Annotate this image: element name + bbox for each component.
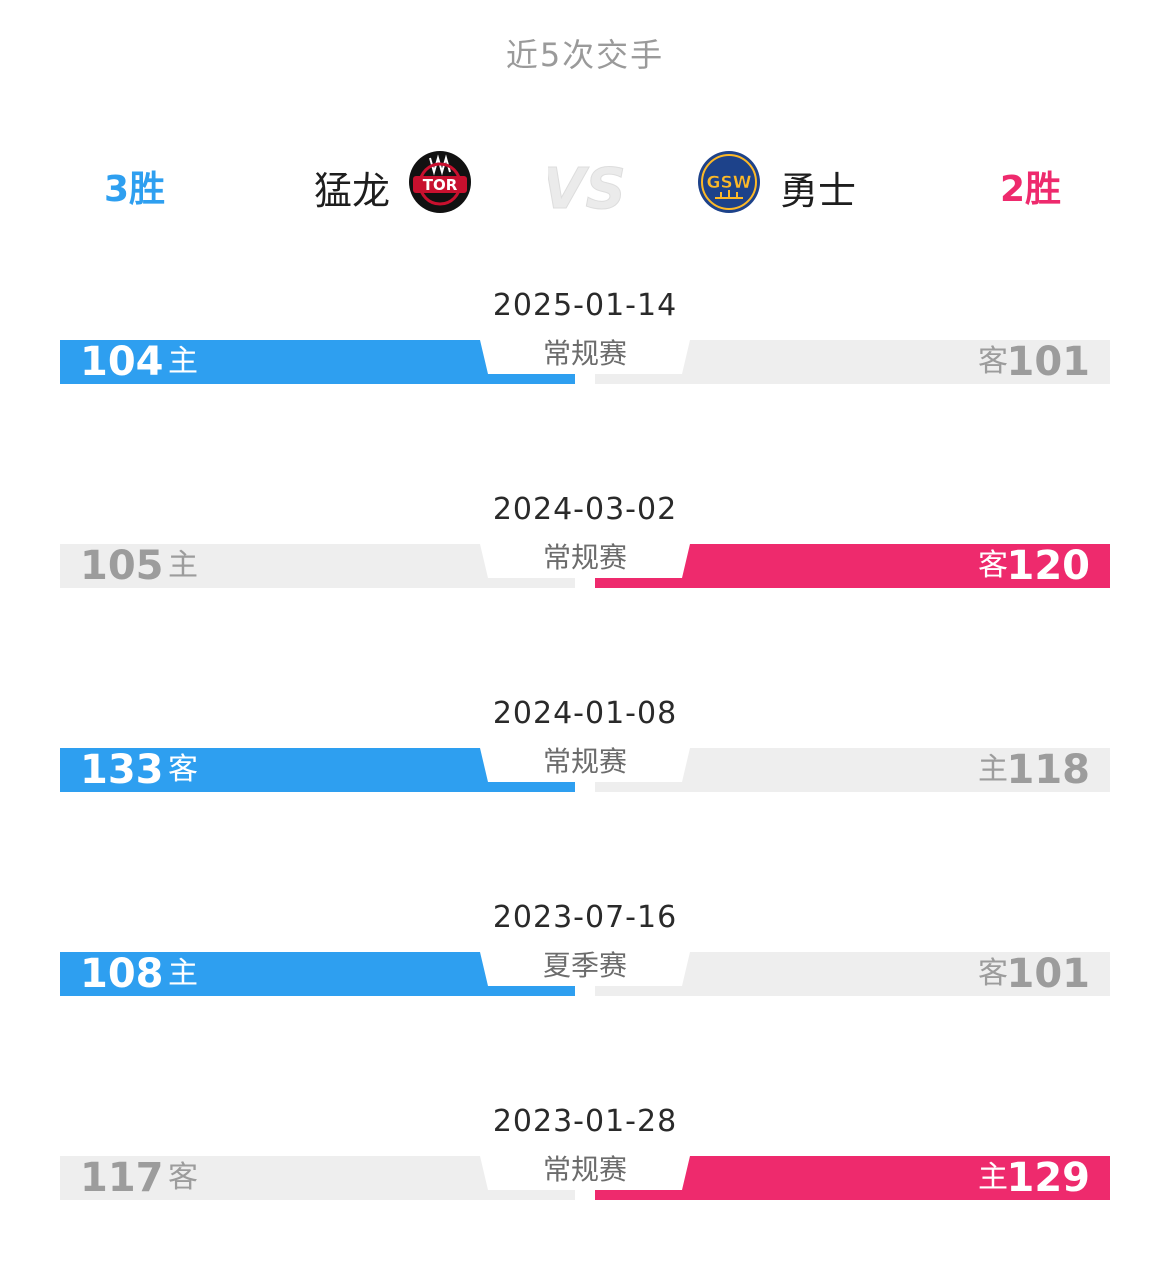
match-stage: 常规赛	[542, 745, 627, 778]
right-score: 120	[1006, 543, 1091, 589]
left-venue: 主	[168, 956, 198, 991]
score-bars	[60, 544, 1110, 588]
match-row[interactable]: 2024-03-02 常规赛 105 主 客 120	[0, 492, 1170, 602]
left-score: 117	[80, 1155, 164, 1201]
right-venue: 客	[978, 548, 1008, 583]
left-score: 108	[80, 951, 164, 997]
right-score-bar	[595, 340, 1110, 384]
left-score: 133	[80, 747, 164, 793]
left-score: 105	[80, 543, 164, 589]
match-row[interactable]: 2023-01-28 常规赛 117 客 主 129	[0, 1104, 1170, 1214]
right-score: 101	[1006, 339, 1091, 385]
svg-text:GSW: GSW	[707, 173, 752, 193]
right-score-bar	[595, 544, 1110, 588]
match-row[interactable]: 2024-01-08 常规赛 133 客 主 118	[0, 696, 1170, 806]
left-score-bar	[60, 748, 575, 792]
home-team-name[interactable]: 猛龙	[313, 169, 390, 213]
left-venue: 客	[168, 1160, 198, 1195]
left-score-bar	[60, 952, 575, 996]
team-header: 3胜 猛龙 TOR VS GSW 勇士 2胜	[0, 140, 1170, 230]
left-score-bar	[60, 340, 575, 384]
warriors-logo-icon[interactable]: GSW	[697, 150, 761, 214]
score-bars	[60, 748, 1110, 792]
match-date: 2024-03-02	[492, 492, 678, 527]
score-bars	[60, 340, 1110, 384]
score-bars	[60, 952, 1110, 996]
score-bars	[60, 1156, 1110, 1200]
right-venue: 客	[978, 344, 1008, 379]
section-title: 近5次交手	[505, 36, 665, 74]
right-venue: 主	[978, 752, 1008, 787]
right-venue: 客	[978, 956, 1008, 991]
svg-text:TOR: TOR	[423, 176, 458, 194]
left-venue: 主	[168, 548, 198, 583]
away-wins: 2胜	[1000, 169, 1062, 210]
raptors-logo-icon[interactable]: TOR	[408, 150, 472, 214]
left-score: 104	[80, 339, 164, 385]
match-stage: 常规赛	[542, 541, 627, 574]
right-score-bar	[595, 748, 1110, 792]
left-venue: 客	[168, 752, 198, 787]
match-date: 2024-01-08	[492, 696, 678, 731]
match-stage: 常规赛	[542, 337, 627, 370]
match-date: 2025-01-14	[492, 288, 678, 323]
right-venue: 主	[978, 1160, 1008, 1195]
left-score-bar	[60, 1156, 575, 1200]
match-date: 2023-07-16	[492, 900, 678, 935]
match-stage: 夏季赛	[542, 949, 627, 982]
match-row[interactable]: 2023-07-16 夏季赛 108 主 客 101	[0, 900, 1170, 1010]
match-row[interactable]: 2025-01-14 常规赛 104 主 客 101	[0, 288, 1170, 398]
right-score: 101	[1006, 951, 1091, 997]
left-venue: 主	[168, 344, 198, 379]
left-score-bar	[60, 544, 575, 588]
right-score-bar	[595, 952, 1110, 996]
match-date: 2023-01-28	[492, 1104, 678, 1139]
match-stage: 常规赛	[542, 1153, 627, 1186]
right-score-bar	[595, 1156, 1110, 1200]
home-wins: 3胜	[104, 169, 166, 210]
vs-icon: VS	[548, 157, 624, 223]
away-team-name[interactable]: 勇士	[780, 169, 857, 213]
right-score: 118	[1006, 747, 1091, 793]
right-score: 129	[1006, 1155, 1091, 1201]
svg-text:VS: VS	[548, 157, 624, 222]
